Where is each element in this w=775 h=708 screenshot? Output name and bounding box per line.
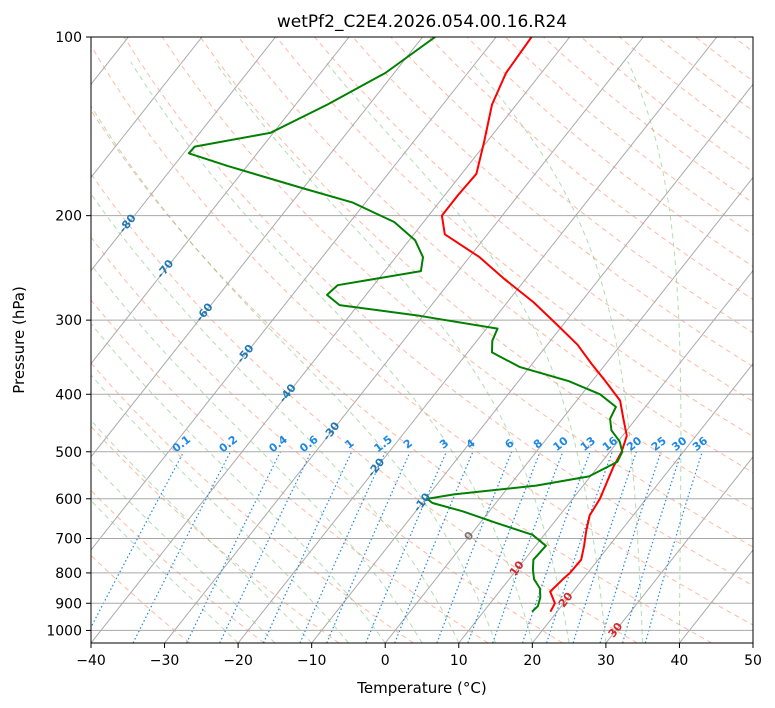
moist-adiabat: [91, 263, 423, 643]
y-tick-label: 700: [55, 532, 82, 548]
temperature-line: [440, 37, 628, 613]
plot-background: [91, 37, 753, 643]
y-tick-label: 800: [55, 566, 82, 582]
mixing-ratio-line: [467, 451, 541, 643]
dewpoint-line: [187, 37, 624, 613]
y-tick-label: 1000: [46, 623, 82, 639]
isotherm: [164, 37, 644, 643]
y-tick-label: 200: [55, 209, 82, 225]
moist-adiabat: [91, 461, 276, 643]
dry-adiabat: [91, 236, 563, 643]
mixing-ratio-line: [644, 451, 703, 643]
moist-adiabat: [470, 61, 644, 643]
isotherm: [237, 37, 718, 643]
dry-adiabat: [199, 37, 753, 510]
background-lines: [91, 37, 753, 643]
x-tick-label: −40: [76, 653, 106, 669]
dry-adiabat: [390, 37, 753, 334]
y-tick-label: 900: [55, 596, 82, 612]
dry-adiabat: [91, 425, 340, 643]
dry-adiabat: [91, 554, 191, 643]
y-axis: 100 200 300 400 500 600 700 800 900 1000: [46, 30, 91, 639]
moist-adiabat: [325, 61, 607, 643]
mixing-ratio-line: [186, 451, 281, 643]
isotherm: [384, 176, 753, 643]
mixing-ratio-line: [546, 451, 613, 643]
x-tick-label: 20: [523, 653, 541, 669]
mixing-ratio-line: [365, 451, 447, 643]
y-tick-label: 100: [55, 30, 82, 46]
isotherm: [91, 37, 571, 643]
moist-adiabat: [91, 374, 349, 643]
moist-adiabat: [91, 419, 313, 643]
chart-title: wetPf2_C2E4.2026.054.00.16.R24: [277, 12, 567, 32]
dry-adiabat: [91, 489, 265, 643]
pressure-gridlines: [91, 37, 753, 631]
isotherm: [91, 37, 276, 272]
x-tick-label: 40: [671, 653, 689, 669]
isotherm: [531, 362, 753, 643]
mixing-ratio-line: [299, 451, 386, 643]
mixing-ratio-line: [492, 451, 564, 643]
moist-adiabat: [214, 61, 570, 643]
isotherm: [605, 455, 753, 643]
mixing-ratio-line: [622, 451, 683, 643]
isotherm: [91, 37, 350, 365]
mixing-ratio-line: [521, 451, 591, 643]
isotherm: [458, 269, 753, 643]
mixing-ratio-line: [91, 451, 185, 629]
dry-adiabat: [91, 173, 638, 643]
x-tick-label: −10: [297, 653, 327, 669]
moist-adiabat: [130, 61, 533, 643]
x-axis-title: Temperature (°C): [356, 679, 486, 697]
x-tick-label: 50: [744, 653, 762, 669]
y-tick-label: 500: [55, 445, 82, 461]
mixing-ratio-line: [326, 451, 411, 643]
x-tick-label: −30: [150, 653, 180, 669]
x-axis: −40 −30 −20 −10 0 10 20 30 40 50: [76, 643, 762, 669]
isotherm: [91, 37, 497, 551]
isotherm: [91, 37, 424, 458]
moist-adiabat: [91, 105, 497, 643]
dry-adiabat: [352, 37, 753, 368]
moist-adiabat: [91, 193, 460, 643]
mixing-ratio-line: [394, 451, 474, 643]
mixing-ratio-line: [572, 451, 637, 643]
x-tick-label: −20: [223, 653, 253, 669]
plot-frame: [90, 36, 754, 644]
dry-adiabat: [91, 44, 753, 626]
isotherm: [752, 642, 753, 643]
y-tick-label: 300: [55, 313, 82, 329]
mixing-ratio-line: [599, 451, 662, 643]
dry-adiabat: [276, 37, 753, 438]
y-tick-label: 400: [55, 387, 82, 403]
dry-adiabat: [91, 299, 489, 643]
x-tick-label: 0: [381, 653, 390, 669]
mixing-ratio-line: [436, 451, 513, 643]
x-tick-label: 30: [597, 653, 615, 669]
isotherm: [91, 37, 203, 179]
profile-lines: [187, 37, 628, 613]
x-tick-label: 10: [450, 653, 468, 669]
y-axis-title: Pressure (hPa): [10, 286, 28, 394]
moist-adiabat: [627, 61, 682, 643]
isotherm: [311, 83, 753, 643]
dry-adiabat: [91, 109, 713, 643]
y-tick-label: 600: [55, 492, 82, 508]
